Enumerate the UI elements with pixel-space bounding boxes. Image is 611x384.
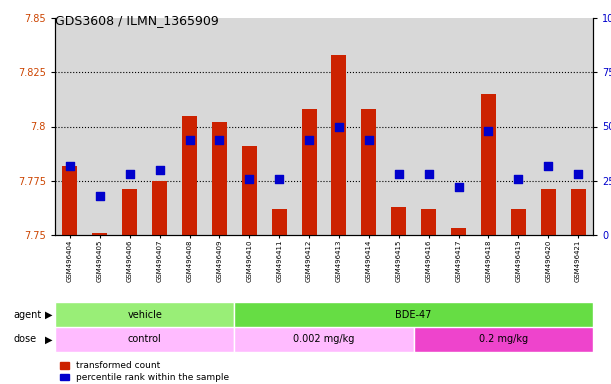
Point [95, 193, 104, 199]
Text: vehicle: vehicle [127, 310, 162, 319]
Bar [242, 146, 257, 235]
Bar [235, 327, 414, 352]
Text: dose: dose [13, 334, 36, 344]
Bar [332, 55, 346, 235]
Bar [414, 327, 593, 352]
Bar [272, 209, 287, 235]
Bar [55, 327, 235, 352]
Bar [541, 189, 555, 235]
Point [155, 167, 164, 173]
Bar [62, 166, 78, 235]
Point [65, 162, 75, 169]
Point [244, 175, 254, 182]
Bar [451, 228, 466, 235]
Bar [92, 233, 108, 235]
Text: ▶: ▶ [45, 310, 53, 319]
Text: BDE-47: BDE-47 [395, 310, 432, 319]
Point [543, 162, 553, 169]
Point [214, 136, 224, 142]
Bar [212, 122, 227, 235]
Point [513, 175, 523, 182]
Point [573, 171, 583, 177]
Point [304, 136, 314, 142]
Point [423, 171, 433, 177]
Bar [571, 189, 585, 235]
Point [185, 136, 194, 142]
Text: agent: agent [13, 310, 42, 319]
Point [453, 184, 463, 190]
Text: 0.002 mg/kg: 0.002 mg/kg [293, 334, 355, 344]
Bar [361, 109, 376, 235]
Bar [511, 209, 525, 235]
Text: 0.2 mg/kg: 0.2 mg/kg [479, 334, 528, 344]
Point [364, 136, 374, 142]
Bar [302, 109, 316, 235]
Bar [182, 116, 197, 235]
Bar [481, 94, 496, 235]
Point [274, 175, 284, 182]
Bar [122, 189, 137, 235]
Text: GDS3608 / ILMN_1365909: GDS3608 / ILMN_1365909 [55, 14, 219, 27]
Bar [152, 181, 167, 235]
Bar [55, 302, 235, 327]
Point [394, 171, 404, 177]
Point [125, 171, 134, 177]
Text: control: control [128, 334, 161, 344]
Legend: transformed count, percentile rank within the sample: transformed count, percentile rank withi… [59, 361, 229, 382]
Text: ▶: ▶ [45, 334, 53, 344]
Bar [421, 209, 436, 235]
Bar [235, 302, 593, 327]
Bar [391, 207, 406, 235]
Point [334, 123, 344, 129]
Point [483, 128, 493, 134]
